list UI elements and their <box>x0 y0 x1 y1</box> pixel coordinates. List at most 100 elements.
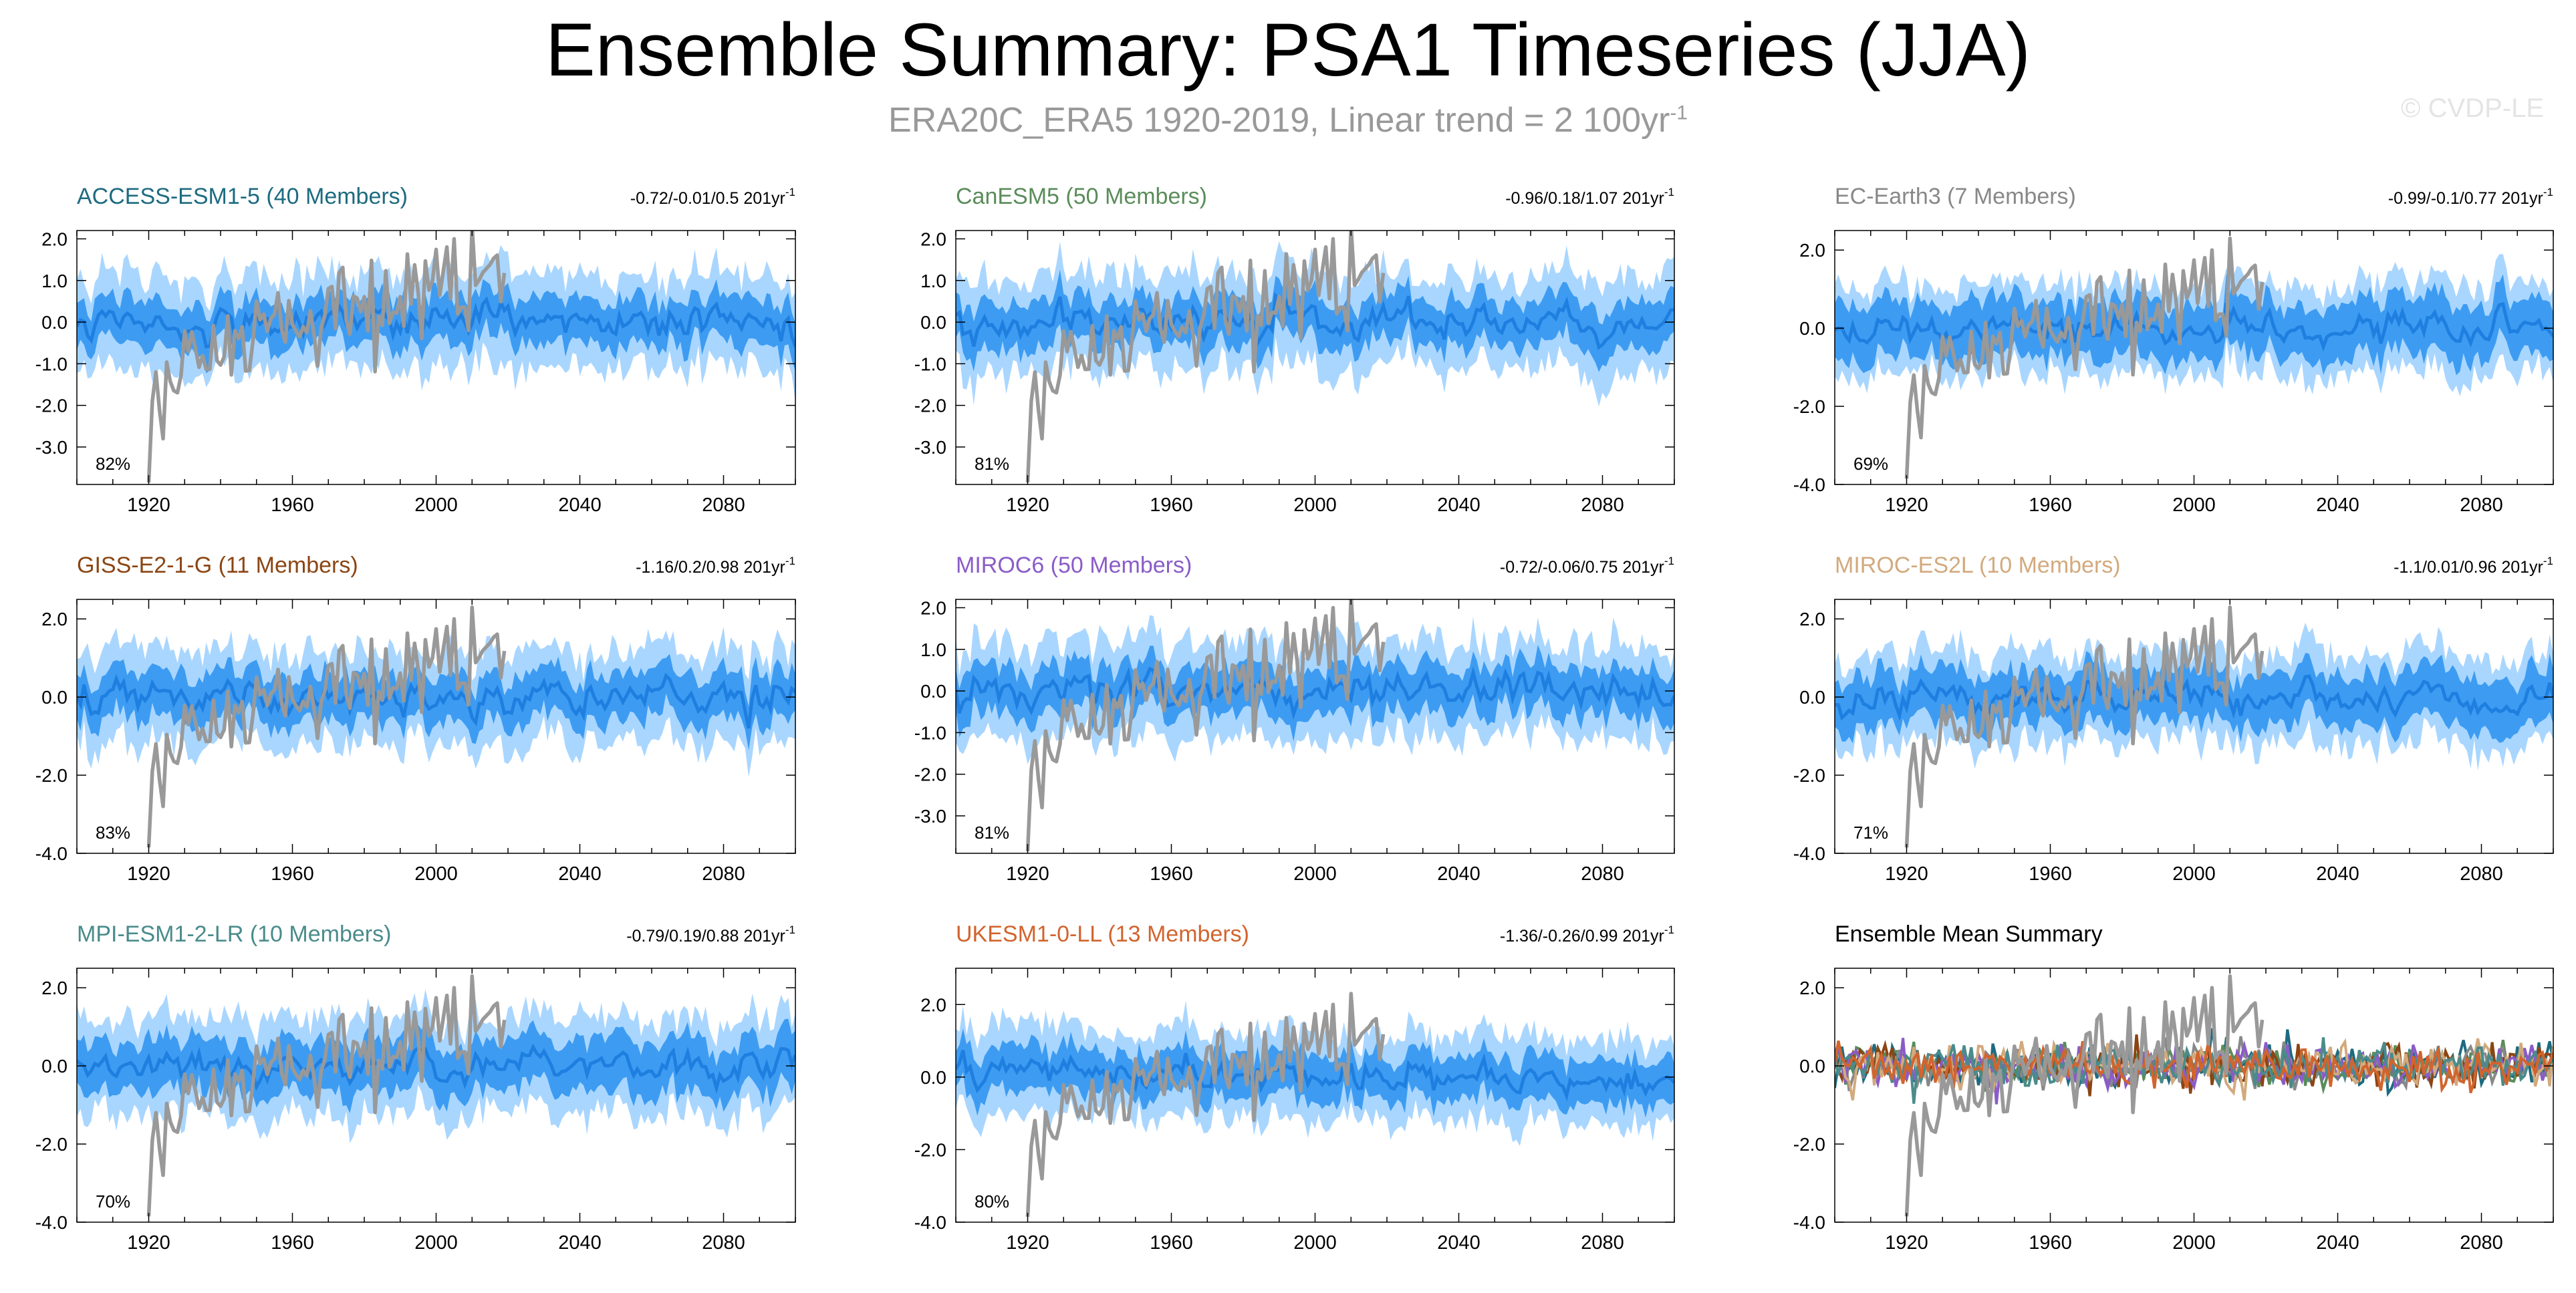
observations-line <box>146 605 507 848</box>
trend-superscript: -1 <box>785 923 795 936</box>
subtitle-text: ERA20C_ERA5 1920-2019, Linear trend = 2 … <box>888 101 1670 140</box>
trend-label: -0.96/0.18/1.07 201yr-1 <box>1505 186 1674 208</box>
percent-label: 71% <box>1853 823 1888 843</box>
ensemble-mean-line <box>1835 302 2553 352</box>
trend-superscript: -1 <box>785 555 795 567</box>
trend-label: -0.72/-0.06/0.75 201yr-1 <box>1500 555 1674 577</box>
trend-value: -1.16/0.2/0.98 201yr <box>636 558 785 577</box>
y-tick-label: -3.0 <box>914 437 946 458</box>
percent-label: 69% <box>1853 454 1888 474</box>
x-tick-label: 2080 <box>2460 1232 2503 1254</box>
percent-label: 81% <box>975 454 1009 474</box>
y-tick-label: -4.0 <box>914 1212 946 1233</box>
y-tick-label: -2.0 <box>1793 1134 1825 1155</box>
x-tick-label: 1920 <box>1885 494 1928 516</box>
x-tick-label: 1920 <box>1885 863 1928 885</box>
x-tick-label: 2000 <box>1293 863 1337 885</box>
observations-line <box>1904 605 2265 848</box>
panel-title: Ensemble Mean Summary <box>1835 921 2103 947</box>
ensemble-mean-line <box>956 666 1674 720</box>
x-tick-label: 2000 <box>414 494 458 516</box>
plot-area <box>956 992 1674 1217</box>
y-tick-label: 1.0 <box>920 639 946 660</box>
x-tick-label: 1960 <box>1150 494 1193 516</box>
trend-value: -0.72/-0.01/0.5 201yr <box>630 189 785 208</box>
y-tick-label: 0.0 <box>1799 687 1825 708</box>
y-tick-label: -1.0 <box>35 353 68 374</box>
x-tick-label: 2040 <box>2316 1232 2359 1254</box>
plot-area <box>1835 974 2553 1217</box>
y-tick-label: -2.0 <box>914 1139 946 1160</box>
y-tick-label: -2.0 <box>35 396 68 416</box>
y-tick-label: -2.0 <box>914 764 946 785</box>
x-tick-label: 2080 <box>702 494 745 516</box>
y-tick-label: 2.0 <box>41 978 68 998</box>
ensemble-mean-line <box>77 296 795 349</box>
x-tick-label: 2000 <box>2172 1232 2216 1254</box>
plot-area <box>77 605 795 848</box>
x-tick-label: 2080 <box>2460 863 2503 885</box>
trend-superscript: -1 <box>2543 555 2553 567</box>
y-tick-label: -4.0 <box>1793 474 1825 495</box>
y-tick-label: -2.0 <box>914 396 946 416</box>
trend-superscript: -1 <box>1664 186 1674 198</box>
y-tick-label: -4.0 <box>35 1212 68 1233</box>
y-tick-label: 0.0 <box>1799 318 1825 339</box>
ensemble-inner-band <box>956 644 1674 742</box>
percent-label: 81% <box>975 823 1009 843</box>
panel-canesm5-50-members: CanESM5 (50 Members) -0.96/0.18/1.07 201y… <box>914 184 1675 516</box>
y-tick-label: 0.0 <box>1799 1056 1825 1076</box>
x-tick-label: 2040 <box>558 863 602 885</box>
y-tick-label: 2.0 <box>920 229 946 249</box>
x-tick-label: 2000 <box>1293 1232 1337 1254</box>
plot-area <box>1835 236 2553 479</box>
copyright-label: © CVDP-LE <box>2401 94 2544 123</box>
trend-label: -0.99/-0.1/0.77 201yr-1 <box>2388 186 2553 208</box>
subtitle-superscript: -1 <box>1670 102 1688 124</box>
y-tick-label: 1.0 <box>41 271 68 291</box>
panel-giss-e2-1-g-11-members: GISS-E2-1-G (11 Members) -1.16/0.2/0.98 2… <box>35 553 796 885</box>
x-tick-label: 1960 <box>2029 494 2072 516</box>
panel-ukesm1-0-ll-13-members: UKESM1-0-LL (13 Members) -1.36/-0.26/0.99… <box>914 921 1675 1254</box>
x-tick-label: 1960 <box>2029 1232 2072 1254</box>
y-tick-label: 0.0 <box>920 1067 946 1088</box>
x-tick-label: 2040 <box>1437 863 1480 885</box>
y-tick-label: 0.0 <box>41 687 68 708</box>
trend-label: -1.16/0.2/0.98 201yr-1 <box>636 555 795 577</box>
x-tick-label: 2000 <box>1293 494 1337 516</box>
panel-title: CanESM5 (50 Members) <box>956 184 1207 209</box>
y-tick-label: 2.0 <box>41 609 68 629</box>
ensemble-inner-band <box>1835 651 2553 744</box>
x-tick-label: 1920 <box>1006 1232 1049 1254</box>
observations-line <box>146 231 507 483</box>
x-tick-label: 2000 <box>414 1232 458 1254</box>
percent-label: 83% <box>96 823 130 843</box>
x-tick-label: 2040 <box>1437 1232 1480 1254</box>
y-tick-label: -2.0 <box>35 765 68 786</box>
percent-label: 70% <box>96 1191 130 1211</box>
y-tick-label: -1.0 <box>914 353 946 374</box>
panel-title: EC-Earth3 (7 Members) <box>1835 184 2076 209</box>
trend-value: -0.96/0.18/1.07 201yr <box>1505 189 1664 208</box>
x-tick-label: 2080 <box>2460 494 2503 516</box>
x-tick-label: 1920 <box>1006 494 1049 516</box>
trend-superscript: -1 <box>785 186 795 198</box>
ensemble-mean-line <box>77 1043 795 1095</box>
x-tick-label: 1960 <box>271 494 314 516</box>
x-tick-label: 2000 <box>2172 863 2216 885</box>
x-tick-label: 1960 <box>271 1232 314 1254</box>
observations-line <box>146 974 507 1217</box>
y-tick-label: -4.0 <box>35 843 68 864</box>
x-tick-label: 1920 <box>1006 863 1049 885</box>
x-tick-label: 2080 <box>702 1232 745 1254</box>
ensemble-mean-line-7 <box>1835 1040 2553 1094</box>
x-tick-label: 1960 <box>2029 863 2072 885</box>
y-tick-label: -2.0 <box>1793 396 1825 417</box>
observations-line <box>1025 992 1386 1217</box>
x-tick-label: 1960 <box>1150 1232 1193 1254</box>
y-tick-label: 2.0 <box>1799 240 1825 261</box>
x-tick-label: 2040 <box>558 494 602 516</box>
x-tick-label: 1920 <box>127 863 170 885</box>
y-tick-label: 2.0 <box>920 597 946 618</box>
trend-superscript: -1 <box>1664 555 1674 567</box>
